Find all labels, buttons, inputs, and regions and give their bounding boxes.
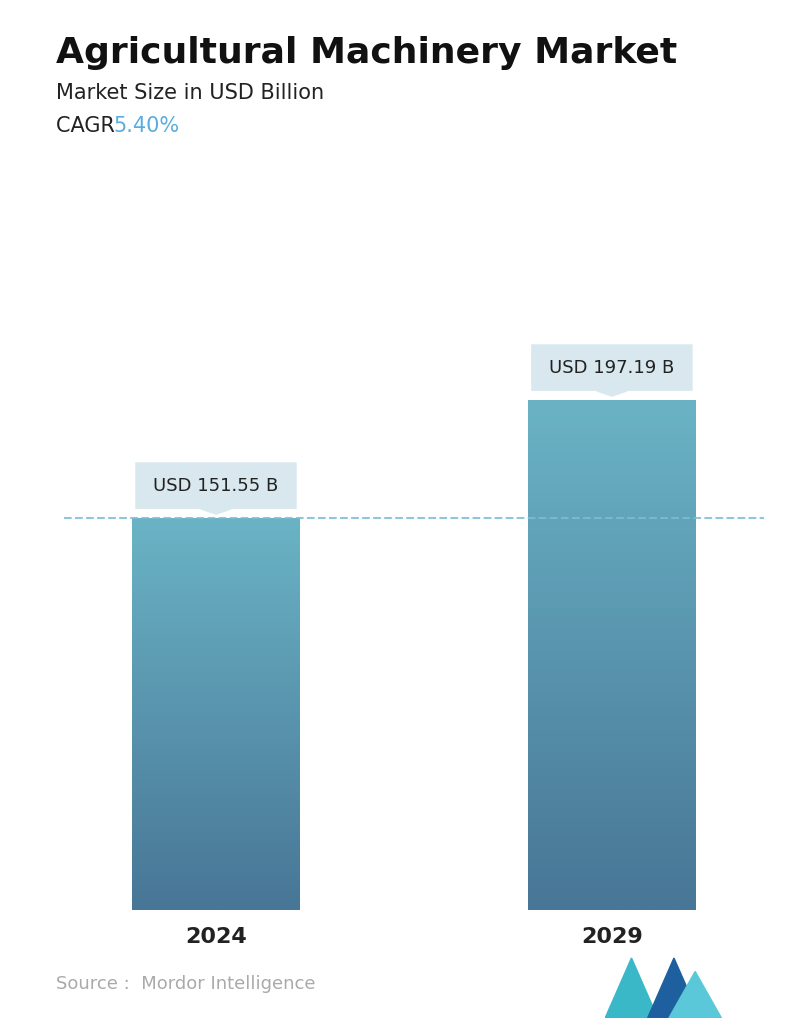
Polygon shape (597, 391, 627, 396)
Polygon shape (647, 957, 700, 1018)
FancyBboxPatch shape (531, 344, 693, 391)
Polygon shape (201, 509, 231, 514)
Text: CAGR: CAGR (56, 116, 121, 135)
Text: USD 197.19 B: USD 197.19 B (549, 359, 674, 376)
Text: Source :  Mordor Intelligence: Source : Mordor Intelligence (56, 975, 315, 994)
Text: Agricultural Machinery Market: Agricultural Machinery Market (56, 36, 677, 70)
Polygon shape (669, 972, 722, 1018)
Text: 5.40%: 5.40% (113, 116, 179, 135)
Text: Market Size in USD Billion: Market Size in USD Billion (56, 83, 324, 102)
Polygon shape (605, 957, 658, 1018)
FancyBboxPatch shape (135, 462, 297, 509)
Text: USD 151.55 B: USD 151.55 B (154, 477, 279, 494)
